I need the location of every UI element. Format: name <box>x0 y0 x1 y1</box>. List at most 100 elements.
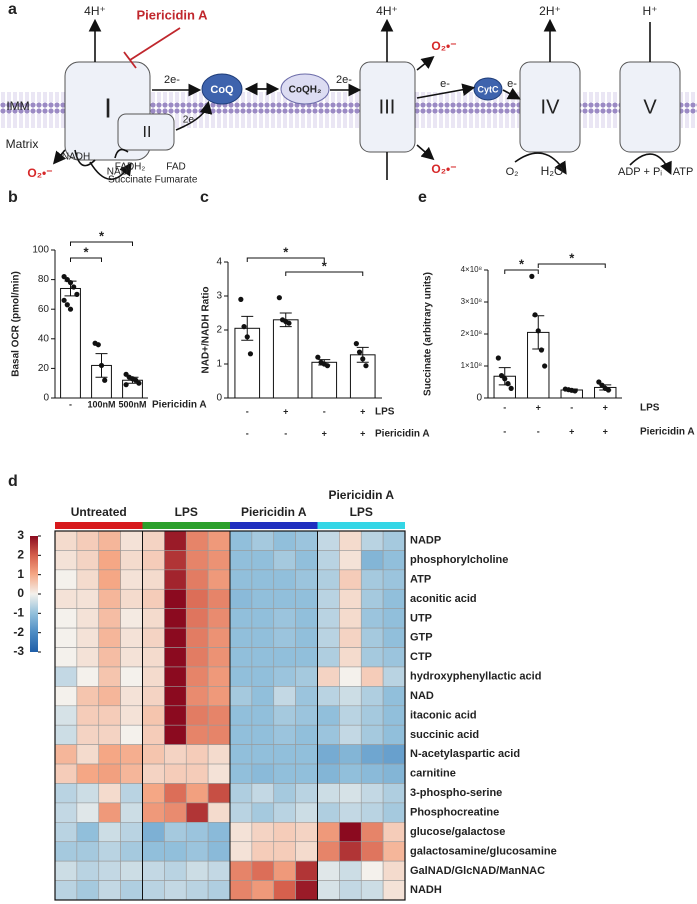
heatmap-cell <box>76 763 100 784</box>
heatmap-cell <box>317 783 340 804</box>
treatment-level: + <box>569 426 574 436</box>
treatment-level: + <box>360 406 365 416</box>
row-label: UTP <box>410 612 432 624</box>
heatmap-cell <box>98 822 121 843</box>
heatmap-cell <box>382 647 406 668</box>
heatmap-cell <box>142 550 165 571</box>
heatmap-cell <box>360 530 384 551</box>
heatmap-cell <box>120 860 143 881</box>
heatmap-cell <box>76 802 100 823</box>
heatmap-cell <box>142 530 165 551</box>
heatmap-cell <box>76 608 100 629</box>
heatmap-cell <box>98 860 121 881</box>
diagram-label: 2e- <box>183 115 197 126</box>
heatmap-cell <box>295 705 318 726</box>
heatmap-cell <box>382 608 406 629</box>
y-tick-label: 100 <box>32 245 49 256</box>
panel-label: a <box>8 1 17 18</box>
panel-label: e <box>418 189 427 206</box>
heatmap-cell <box>360 783 384 804</box>
heatmap-cell <box>98 530 121 551</box>
heatmap-cell <box>360 724 384 745</box>
y-tick-label: 1×10⁸ <box>461 361 482 370</box>
heatmap-cell <box>142 686 165 707</box>
heatmap-cell <box>185 860 209 881</box>
heatmap-cell <box>120 686 143 707</box>
heatmap-cell <box>98 686 121 707</box>
row-label: NAD <box>410 690 434 702</box>
heatmap-cell <box>251 841 275 862</box>
heatmap-cell <box>273 880 296 901</box>
heatmap-cell <box>229 530 253 551</box>
heatmap-cell <box>185 686 209 707</box>
heatmap-cell <box>360 666 384 687</box>
treatment-level: + <box>603 402 608 412</box>
heatmap-cell <box>339 880 362 901</box>
heatmap-cell <box>54 822 78 843</box>
data-point <box>136 380 142 386</box>
heatmap-cell <box>295 822 318 843</box>
heatmap-cell <box>76 647 100 668</box>
heatmap-cell <box>76 686 100 707</box>
row-label: glucose/galactose <box>410 826 505 838</box>
y-tick-label: 3 <box>216 291 222 302</box>
heatmap-cell <box>98 608 121 629</box>
heatmap-cell <box>98 550 121 571</box>
heatmap-cell <box>54 802 78 823</box>
heatmap-cell <box>273 647 296 668</box>
significance-bracket <box>285 271 364 276</box>
data-point <box>572 388 578 394</box>
heatmap-cell <box>360 802 384 823</box>
treatment-level: + <box>283 406 288 416</box>
y-tick-label: 0 <box>216 393 222 404</box>
heatmap-cell <box>339 841 362 862</box>
heatmap-cell <box>207 666 231 687</box>
heatmap-cell <box>54 666 78 687</box>
heatmap-cell <box>229 841 253 862</box>
heatmap-cell <box>295 841 318 862</box>
heatmap-cell <box>207 608 231 629</box>
colorbar-tick-label: -2 <box>13 625 24 639</box>
diagram-label: FAD <box>166 162 185 173</box>
heatmap-cell <box>382 802 406 823</box>
heatmap-cell <box>98 802 121 823</box>
heatmap-cell <box>251 627 275 648</box>
heatmap-cell <box>98 705 121 726</box>
heatmap-cell <box>229 744 253 765</box>
bar <box>311 361 338 399</box>
heatmap-cell <box>229 705 253 726</box>
heatmap-cell <box>339 705 362 726</box>
heatmap-cell <box>98 666 121 687</box>
heatmap-cell <box>339 822 362 843</box>
diagram-label: V <box>643 96 657 118</box>
heatmap-cell <box>273 530 296 551</box>
heatmap-cell <box>207 647 231 668</box>
significance-label: * <box>99 228 105 243</box>
heatmap-cell <box>142 744 165 765</box>
heatmap-cell <box>120 783 143 804</box>
treatment-level: - <box>284 428 287 438</box>
heatmap-cell <box>295 569 318 590</box>
heatmap-cell <box>317 841 340 862</box>
treatment-level: - <box>69 399 72 409</box>
heatmap-cell <box>164 822 187 843</box>
heatmap-cell <box>317 530 340 551</box>
heatmap-cell <box>360 588 384 609</box>
heatmap-cell <box>54 686 78 707</box>
diagram-label: Matrix <box>6 137 39 151</box>
heatmap-cell <box>339 530 362 551</box>
heatmap-cell <box>339 686 362 707</box>
diagram-shapes <box>64 61 681 161</box>
colorbar-tick-label: 0 <box>17 586 24 600</box>
heatmap-cell <box>382 841 406 862</box>
data-point <box>535 328 541 334</box>
heatmap-cell <box>360 627 384 648</box>
diagram-label: 2H⁺ <box>539 4 561 18</box>
heatmap-cell <box>164 802 187 823</box>
heatmap-cell <box>317 569 340 590</box>
heatmap-cell <box>54 763 78 784</box>
heatmap-cell <box>142 880 165 901</box>
heatmap-cell <box>360 550 384 571</box>
data-point <box>324 363 331 369</box>
group-label: Piericidin A LPS <box>328 488 395 519</box>
